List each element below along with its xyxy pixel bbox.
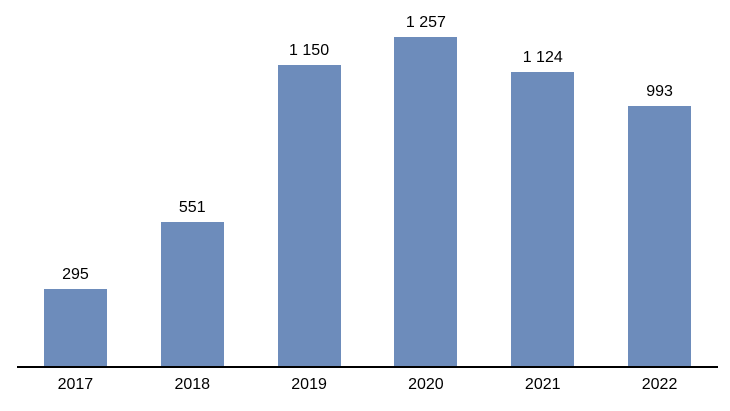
x-axis-tick-label: 2017	[57, 376, 94, 393]
bar	[628, 106, 692, 366]
bar	[511, 72, 575, 366]
bar	[277, 65, 341, 366]
bar	[394, 37, 458, 366]
bar-value-label: 1 257	[405, 14, 446, 31]
bar-column: 1 124	[484, 0, 601, 366]
bar-column: 1 150	[251, 0, 368, 366]
x-axis-tick-label: 2022	[641, 376, 678, 393]
x-axis-tick-label: 2018	[174, 376, 211, 393]
bar-value-label: 295	[62, 266, 89, 283]
bar-column: 551	[134, 0, 251, 366]
bar	[160, 222, 224, 366]
x-axis-labels: 2017 2018 2019 2020 2021 2022	[17, 376, 718, 394]
plot-area: 295 551 1 150 1 257 1 124 993	[17, 0, 718, 368]
bar	[43, 289, 107, 366]
bar-value-label: 993	[646, 83, 673, 100]
bar-value-label: 1 124	[522, 49, 563, 66]
x-axis-tick-label: 2020	[408, 376, 444, 393]
bar-column: 295	[17, 0, 134, 366]
bar-value-label: 551	[178, 199, 206, 216]
bar-column: 1 257	[367, 0, 484, 366]
bar-value-label: 1 150	[289, 42, 330, 59]
x-axis-tick-label: 2021	[524, 376, 561, 393]
x-axis-tick-label: 2019	[291, 376, 327, 393]
bar-column: 993	[601, 0, 718, 366]
